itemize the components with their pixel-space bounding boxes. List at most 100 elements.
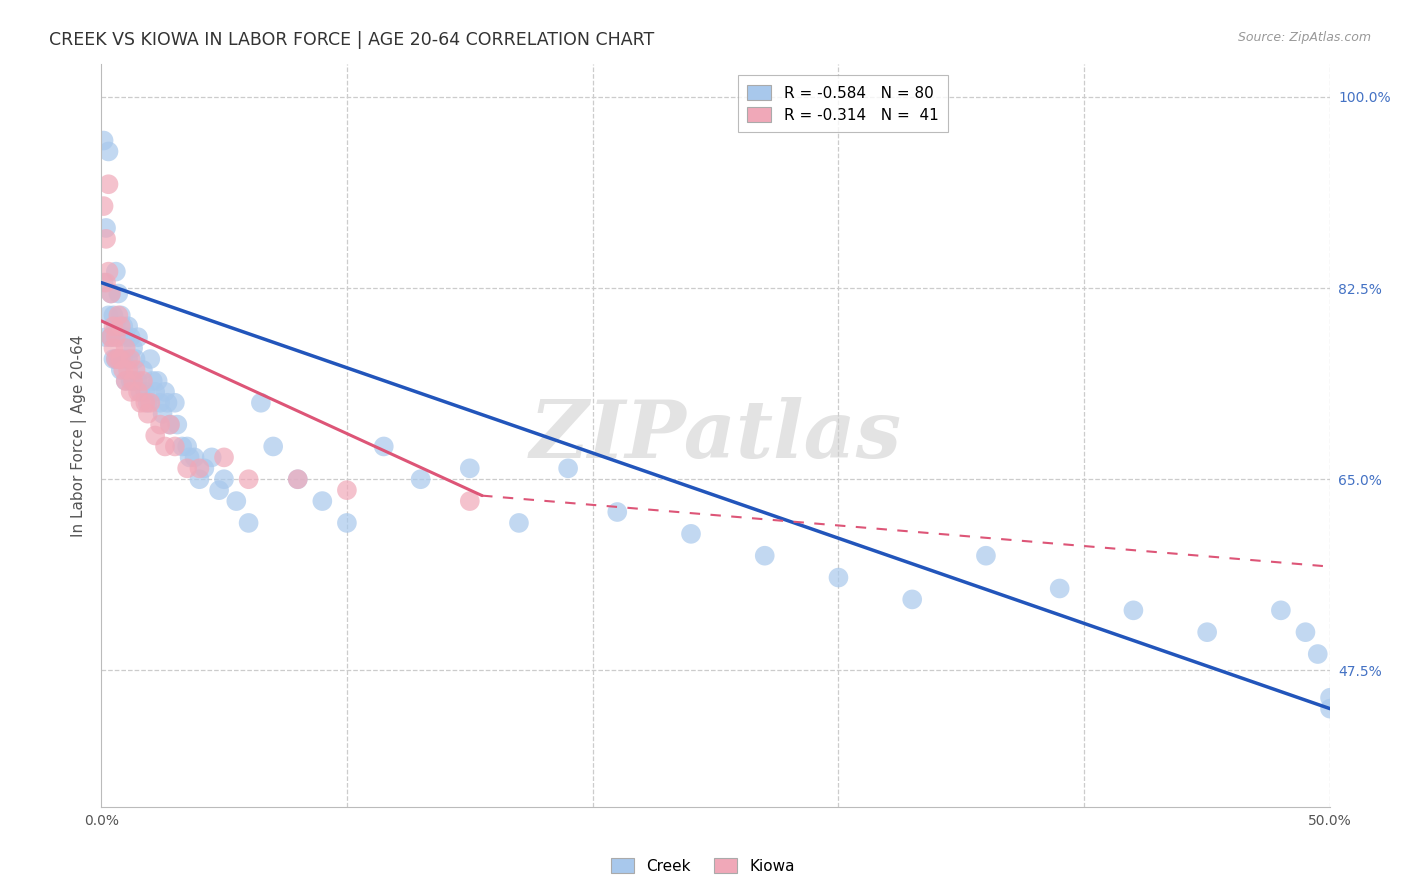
Point — [114, 341, 136, 355]
Point — [93, 134, 115, 148]
Point — [103, 352, 125, 367]
Text: CREEK VS KIOWA IN LABOR FORCE | AGE 20-64 CORRELATION CHART: CREEK VS KIOWA IN LABOR FORCE | AGE 20-6… — [49, 31, 654, 49]
Point — [827, 570, 849, 584]
Point — [153, 384, 176, 399]
Point — [139, 396, 162, 410]
Point — [373, 440, 395, 454]
Point — [974, 549, 997, 563]
Point — [679, 526, 702, 541]
Point — [94, 276, 117, 290]
Point — [1294, 625, 1316, 640]
Point — [146, 374, 169, 388]
Point — [163, 396, 186, 410]
Point — [107, 286, 129, 301]
Point — [336, 516, 359, 530]
Text: ZIPatlas: ZIPatlas — [530, 397, 901, 475]
Text: Source: ZipAtlas.com: Source: ZipAtlas.com — [1237, 31, 1371, 45]
Point — [458, 494, 481, 508]
Point — [132, 374, 155, 388]
Point — [1270, 603, 1292, 617]
Point — [112, 363, 135, 377]
Point — [100, 330, 122, 344]
Point — [156, 396, 179, 410]
Point — [132, 363, 155, 377]
Point — [104, 319, 127, 334]
Legend: Creek, Kiowa: Creek, Kiowa — [606, 852, 800, 880]
Point — [179, 450, 201, 465]
Point — [159, 417, 181, 432]
Point — [103, 341, 125, 355]
Point — [134, 396, 156, 410]
Point — [120, 330, 142, 344]
Point — [104, 330, 127, 344]
Point — [159, 417, 181, 432]
Point — [606, 505, 628, 519]
Point — [110, 363, 132, 377]
Point — [104, 352, 127, 367]
Point — [1319, 701, 1341, 715]
Point — [188, 472, 211, 486]
Point — [94, 232, 117, 246]
Point — [97, 309, 120, 323]
Point — [134, 384, 156, 399]
Point — [103, 309, 125, 323]
Point — [136, 407, 159, 421]
Point — [114, 330, 136, 344]
Point — [114, 374, 136, 388]
Point — [120, 352, 142, 367]
Point — [103, 319, 125, 334]
Point — [176, 440, 198, 454]
Point — [127, 330, 149, 344]
Point — [287, 472, 309, 486]
Point — [176, 461, 198, 475]
Point — [336, 483, 359, 498]
Point — [225, 494, 247, 508]
Point — [901, 592, 924, 607]
Point — [107, 352, 129, 367]
Point — [97, 178, 120, 192]
Point — [107, 330, 129, 344]
Point — [110, 319, 132, 334]
Point — [110, 309, 132, 323]
Point — [100, 330, 122, 344]
Point — [120, 384, 142, 399]
Point — [250, 396, 273, 410]
Point — [311, 494, 333, 508]
Point — [201, 450, 224, 465]
Point — [508, 516, 530, 530]
Point — [129, 384, 152, 399]
Point — [122, 341, 145, 355]
Point — [212, 472, 235, 486]
Point — [183, 450, 205, 465]
Legend: R = -0.584   N = 80, R = -0.314   N =  41: R = -0.584 N = 80, R = -0.314 N = 41 — [738, 76, 948, 132]
Point — [93, 199, 115, 213]
Point — [104, 265, 127, 279]
Point — [1049, 582, 1071, 596]
Point — [122, 374, 145, 388]
Point — [107, 309, 129, 323]
Y-axis label: In Labor Force | Age 20-64: In Labor Force | Age 20-64 — [72, 334, 87, 537]
Point — [1197, 625, 1219, 640]
Point — [97, 265, 120, 279]
Point — [458, 461, 481, 475]
Point — [166, 417, 188, 432]
Point — [122, 374, 145, 388]
Point — [112, 352, 135, 367]
Point — [149, 417, 172, 432]
Point — [100, 286, 122, 301]
Point — [114, 374, 136, 388]
Point — [120, 374, 142, 388]
Point — [143, 428, 166, 442]
Point — [754, 549, 776, 563]
Point — [124, 352, 146, 367]
Point — [139, 352, 162, 367]
Point — [117, 352, 139, 367]
Point — [104, 352, 127, 367]
Point — [124, 363, 146, 377]
Point — [94, 330, 117, 344]
Point — [152, 407, 174, 421]
Point — [142, 374, 165, 388]
Point — [143, 384, 166, 399]
Point — [117, 363, 139, 377]
Point — [1122, 603, 1144, 617]
